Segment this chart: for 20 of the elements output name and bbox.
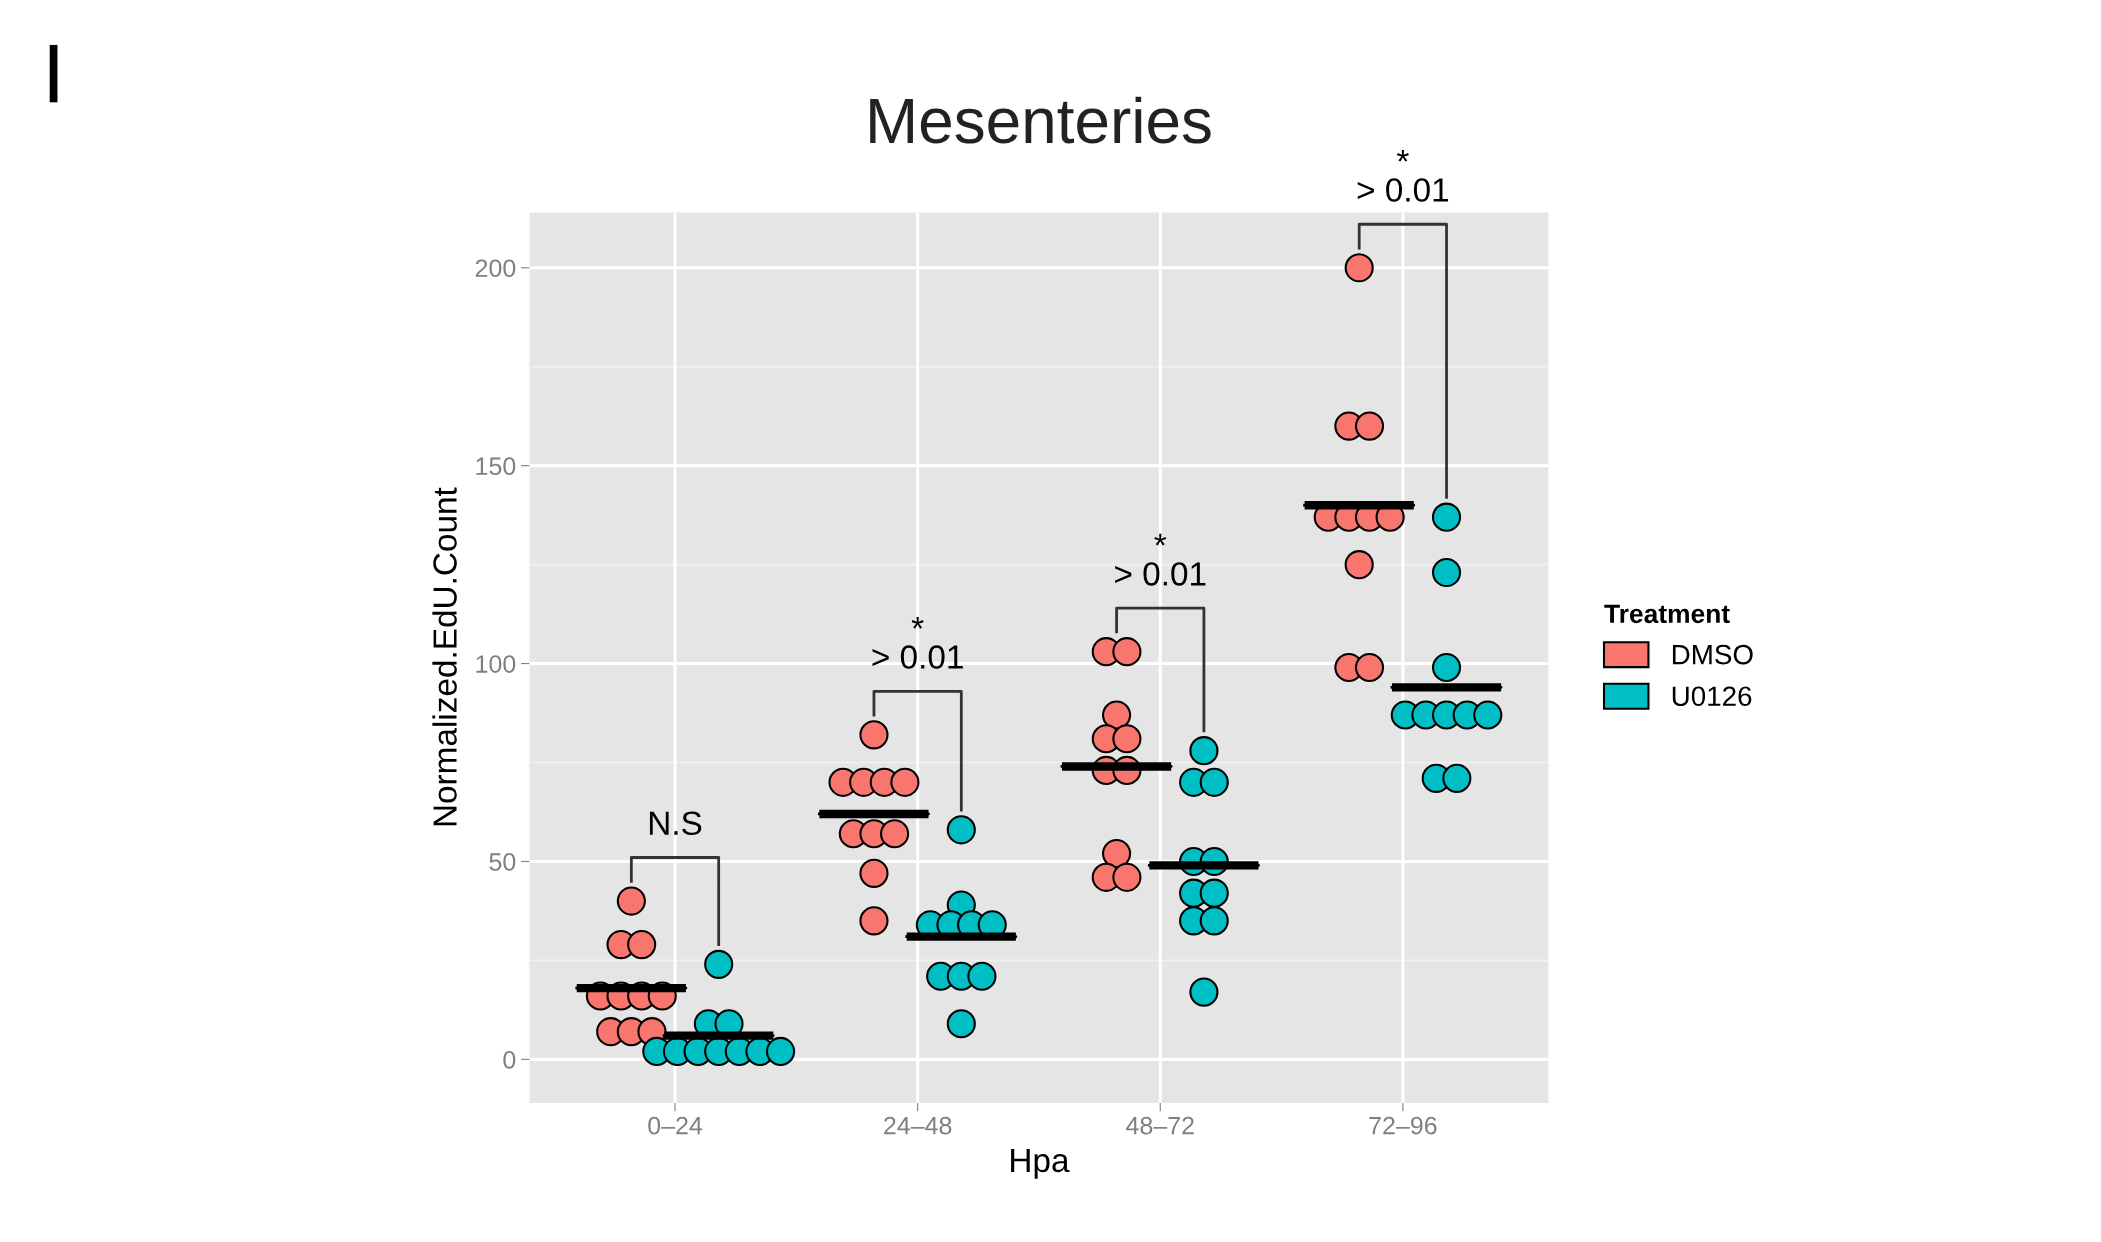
annotation: N.S [649, 811, 702, 836]
chart-title: Mesenteries [870, 96, 1211, 144]
annotation: * > 0.01 [872, 616, 963, 669]
legend-label: DMSO [1672, 644, 1753, 665]
text: I [49, 44, 58, 103]
y-tick-label: 100 [476, 655, 516, 673]
x-axis-title: Hpa [1011, 1148, 1070, 1179]
y-tick-label: 0 [503, 1050, 516, 1069]
legend-label: U0126 [1672, 686, 1752, 707]
x-tick-label: 72–96 [1369, 1116, 1437, 1135]
y-tick-label: 150 [476, 457, 516, 475]
x-tick-label: 24–48 [884, 1116, 952, 1135]
text: * > 0.01 [1357, 149, 1449, 202]
y-axis-title: Normalized.EdU.Count [432, 487, 457, 826]
y-tick-label: 50 [489, 853, 516, 871]
y-tick-label: 200 [475, 259, 516, 278]
annotation: * > 0.01 [1115, 533, 1206, 586]
x-tick-label: 0–24 [648, 1116, 703, 1135]
legend-title: Treatment [1604, 604, 1730, 624]
x-tick-label: 48–72 [1126, 1116, 1194, 1135]
